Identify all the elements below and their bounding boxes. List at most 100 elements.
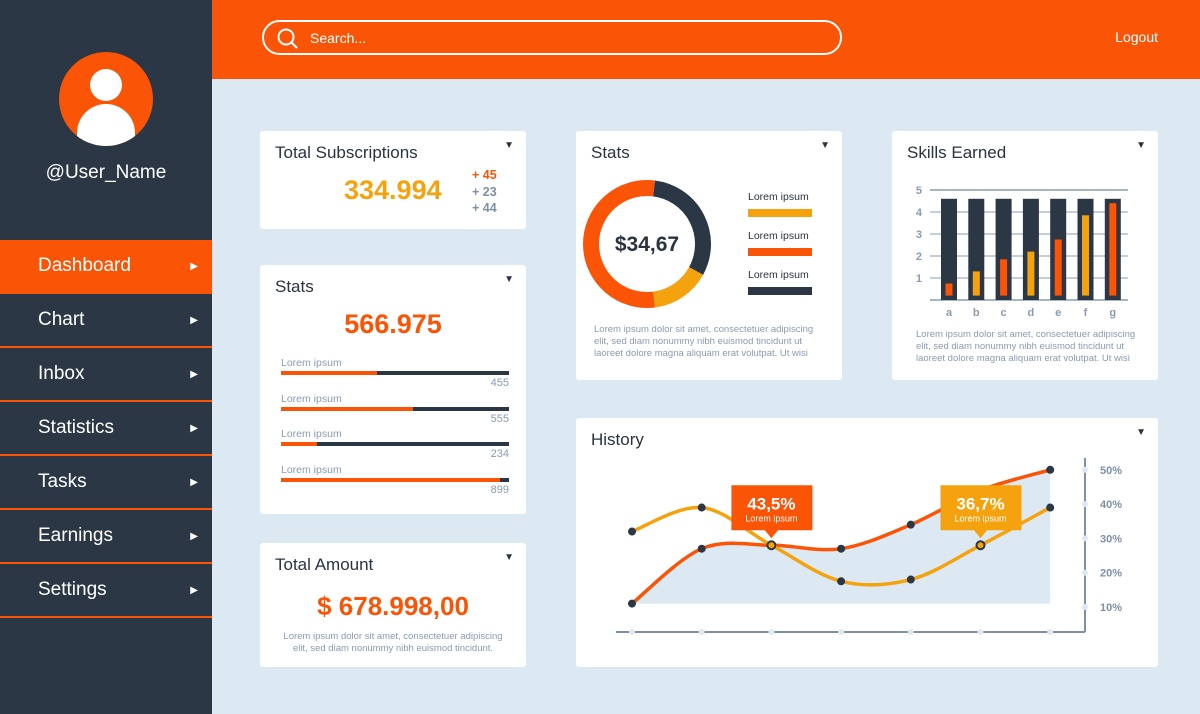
progress-bar [281, 442, 509, 446]
x-tick [768, 629, 775, 635]
data-point[interactable] [975, 540, 986, 551]
dropdown-caret-icon[interactable]: ▼ [1136, 427, 1146, 438]
y-tick-label: 20% [1100, 568, 1122, 580]
subscriptions-value: 334.994 [344, 175, 442, 205]
skills-card: Skills Earned ▼ 1 2 3 4 5 a b c d e f g Lorem ipsum… [892, 131, 1158, 380]
sidebar-item-label: Tasks [38, 471, 87, 492]
username: @User_Name [45, 162, 167, 183]
legend-item: Lorem ipsum [748, 191, 812, 217]
dropdown-caret-icon[interactable]: ▼ [820, 140, 830, 151]
data-point[interactable] [697, 544, 706, 553]
y-tick [1082, 466, 1088, 473]
bar [945, 283, 953, 296]
y-tick-label: 30% [1100, 533, 1122, 545]
stats-card: Stats ▼ 566.975 Lorem ipsum 455 Lorem ipsu… [260, 265, 526, 514]
progress-row: Lorem ipsum 555 [281, 393, 509, 425]
sidebar-item-label: Dashboard [38, 255, 131, 276]
data-point[interactable] [766, 540, 777, 551]
data-point[interactable] [1046, 465, 1055, 474]
y-tick-label: 3 [916, 229, 922, 241]
sidebar-item-label: Chart [38, 309, 85, 330]
data-point[interactable] [628, 527, 636, 536]
donut-description: Lorem ipsum dolor sit amet, consectetuer… [594, 324, 814, 359]
callout: 43,5%Lorem ipsum [731, 485, 813, 539]
data-point[interactable] [837, 577, 846, 586]
donut-chart [583, 180, 711, 308]
dropdown-caret-icon[interactable]: ▼ [1136, 140, 1146, 151]
card-title: Total Amount [275, 555, 374, 574]
legend-swatch [748, 209, 812, 217]
sidebar-item-dashboard[interactable]: Dashboard ▶ [0, 240, 212, 294]
bar [1000, 259, 1008, 296]
legend-item: Lorem ipsum [748, 230, 812, 256]
sidebar-item-chart[interactable]: Chart ▶ [0, 294, 212, 348]
sidebar-item-earnings[interactable]: Earnings ▶ [0, 510, 212, 564]
progress-row: Lorem ipsum 455 [281, 357, 509, 389]
legend-swatch [748, 248, 812, 256]
card-title: Stats [275, 277, 314, 296]
bar-background [995, 198, 1012, 300]
sidebar-item-label: Earnings [38, 525, 113, 546]
sidebar-item-label: Settings [38, 579, 107, 600]
x-tick-label: g [1109, 307, 1116, 319]
header: Search... Logout [212, 0, 1200, 79]
bar-background [1022, 198, 1039, 300]
chevron-right-icon: ▶ [190, 584, 198, 596]
logout-button[interactable]: Logout [1115, 29, 1158, 45]
data-point[interactable] [628, 599, 636, 608]
callout: 36,7%Lorem ipsum [940, 485, 1022, 539]
card-title: History [591, 430, 644, 449]
amount-value: $ 678.998,00 [317, 591, 469, 621]
card-title: Stats [591, 143, 630, 162]
y-tick-label: 50% [1100, 465, 1122, 477]
sidebar-item-statistics[interactable]: Statistics ▶ [0, 402, 212, 456]
y-tick-label: 2 [916, 251, 922, 263]
dropdown-caret-icon[interactable]: ▼ [504, 140, 514, 151]
donut-segment [583, 180, 656, 308]
progress-fill [281, 477, 500, 482]
dropdown-caret-icon[interactable]: ▼ [504, 274, 514, 285]
progress-row: Lorem ipsum 234 [281, 428, 509, 460]
progress-row: Lorem ipsum 899 [281, 464, 509, 496]
history-line-chart: 10%20%30%40%50%43,5%Lorem ipsum36,7%Lore… [616, 458, 1122, 635]
y-tick [1082, 535, 1088, 542]
data-point[interactable] [697, 503, 706, 512]
x-tick-label: f [1084, 307, 1088, 319]
progress-value: 455 [490, 377, 509, 389]
avatar[interactable] [59, 52, 153, 146]
x-tick [629, 629, 635, 635]
sidebar-menu: Dashboard ▶ Chart ▶ Inbox ▶ Statistics ▶ Tasks ▶ E… [0, 240, 212, 618]
data-point[interactable] [906, 520, 915, 529]
x-tick-label: a [946, 307, 953, 319]
progress-label: Lorem ipsum [281, 463, 342, 476]
y-tick [1082, 569, 1088, 576]
progress-bar [281, 477, 509, 482]
progress-bar [281, 406, 509, 411]
donut-segment [652, 266, 704, 308]
progress-label: Lorem ipsum [281, 357, 342, 369]
bar [1054, 239, 1062, 296]
chevron-right-icon: ▶ [190, 530, 198, 542]
sidebar-item-settings[interactable]: Settings ▶ [0, 564, 212, 618]
bar [1109, 203, 1117, 296]
total-amount-card: Total Amount ▼ $ 678.998,00 Lorem ipsum … [260, 543, 526, 667]
skills-bar-chart: 1 2 3 4 5 a b c d e f g [916, 185, 1128, 319]
delta: + 45 [472, 168, 497, 182]
legend-swatch [748, 287, 812, 295]
search-input[interactable]: Search... [262, 20, 842, 55]
dropdown-caret-icon[interactable]: ▼ [504, 552, 514, 563]
chevron-right-icon: ▶ [190, 476, 198, 488]
callout-pointer [973, 529, 988, 539]
search-placeholder: Search... [310, 29, 367, 46]
chevron-right-icon: ▶ [190, 368, 198, 380]
y-tick [1082, 604, 1088, 610]
sidebar-item-inbox[interactable]: Inbox ▶ [0, 348, 212, 402]
chevron-right-icon: ▶ [190, 260, 198, 272]
progress-bar [281, 371, 509, 375]
data-point[interactable] [837, 544, 846, 553]
legend-label: Lorem ipsum [748, 230, 809, 242]
data-point[interactable] [906, 575, 915, 584]
bar [1027, 251, 1035, 296]
data-point[interactable] [1046, 503, 1055, 512]
sidebar-item-tasks[interactable]: Tasks ▶ [0, 456, 212, 510]
